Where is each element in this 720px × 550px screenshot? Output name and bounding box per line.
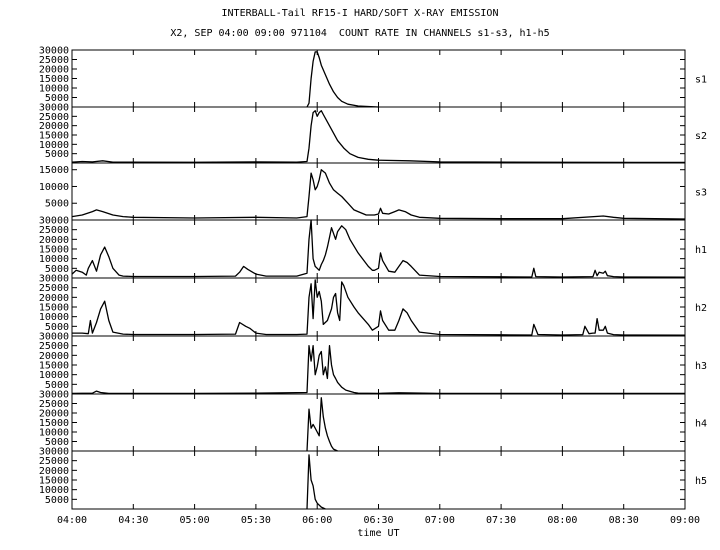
series-line-s2 (71, 110, 686, 164)
y-tick-label: 20000 (39, 235, 69, 246)
panel-frame-h4 (71, 393, 686, 452)
y-tick-label: 5000 (45, 495, 69, 506)
panel-frame-s2 (71, 106, 686, 164)
y-tick-label: 15000 (39, 361, 69, 372)
panel-frame-h5 (71, 450, 686, 510)
x-tick-label: 09:00 (670, 515, 700, 526)
x-tick-label: 05:30 (241, 515, 271, 526)
y-tick-label: 30000 (39, 216, 69, 227)
x-tick-label: 04:30 (118, 515, 148, 526)
x-tick-label: 08:00 (547, 515, 577, 526)
y-tick-label: 15000 (39, 74, 69, 85)
x-axis-label: time UT (357, 528, 399, 539)
y-tick-label: 5000 (45, 264, 69, 275)
panel-frame-s3 (71, 162, 686, 221)
y-tick-label: 20000 (39, 409, 69, 420)
series-line-s1 (306, 51, 379, 108)
series-label-h5: h5 (695, 476, 707, 487)
series-label-s3: s3 (695, 188, 707, 199)
y-tick-label: 10000 (39, 370, 69, 381)
y-tick-label: 25000 (39, 112, 69, 123)
y-tick-label: 15000 (39, 165, 69, 176)
x-tick-label: 06:30 (363, 515, 393, 526)
y-tick-label: 20000 (39, 65, 69, 76)
y-tick-label: 5000 (45, 437, 69, 448)
y-tick-label: 20000 (39, 121, 69, 132)
y-tick-label: 30000 (39, 274, 69, 285)
y-tick-label: 10000 (39, 428, 69, 439)
y-tick-label: 5000 (45, 93, 69, 104)
y-tick-label: 5000 (45, 149, 69, 160)
y-tick-label: 15000 (39, 418, 69, 429)
y-tick-label: 10000 (39, 84, 69, 95)
y-tick-label: 30000 (39, 46, 69, 57)
series-label-h4: h4 (695, 419, 707, 430)
y-tick-label: 20000 (39, 293, 69, 304)
x-tick-label: 04:00 (57, 515, 87, 526)
panel-frame-s1 (71, 49, 686, 108)
chart-title: INTERBALL-Tail RF15-I HARD/SOFT X-RAY EM… (221, 8, 499, 19)
y-tick-label: 20000 (39, 351, 69, 362)
series-label-h1: h1 (695, 245, 707, 256)
y-tick-label: 30000 (39, 103, 69, 114)
y-tick-label: 10000 (39, 312, 69, 323)
x-tick-label: 05:00 (180, 515, 210, 526)
series-label-s2: s2 (695, 131, 707, 142)
series-label-h3: h3 (695, 361, 707, 372)
y-tick-label: 10000 (39, 485, 69, 496)
y-tick-label: 25000 (39, 399, 69, 410)
series-label-h2: h2 (695, 303, 707, 314)
y-tick-label: 15000 (39, 131, 69, 142)
y-tick-label: 30000 (39, 390, 69, 401)
y-tick-label: 10000 (39, 254, 69, 265)
y-tick-label: 25000 (39, 341, 69, 352)
panel-frame-h1 (71, 219, 686, 279)
y-tick-label: 10000 (39, 140, 69, 151)
y-tick-label: 5000 (45, 199, 69, 210)
y-tick-label: 20000 (39, 466, 69, 477)
x-tick-label: 06:00 (302, 515, 332, 526)
y-tick-label: 15000 (39, 476, 69, 487)
series-line-h5 (306, 454, 326, 510)
y-tick-label: 5000 (45, 322, 69, 333)
chart-subtitle: X2, SEP 04:00 09:00 971104 COUNT RATE IN… (170, 28, 550, 39)
y-tick-label: 30000 (39, 447, 69, 458)
panel-frame-h3 (71, 335, 686, 395)
x-tick-label: 07:30 (486, 515, 516, 526)
series-line-h1 (71, 219, 686, 278)
series-line-s3 (71, 169, 686, 220)
y-tick-label: 15000 (39, 245, 69, 256)
series-line-h4 (306, 397, 338, 452)
y-tick-label: 15000 (39, 303, 69, 314)
series-label-s1: s1 (695, 75, 707, 86)
y-tick-label: 25000 (39, 283, 69, 294)
panel-frame-h2 (71, 277, 686, 337)
y-tick-label: 25000 (39, 456, 69, 467)
series-line-h2 (72, 279, 686, 336)
y-tick-label: 5000 (45, 380, 69, 391)
x-tick-label: 07:00 (425, 515, 455, 526)
y-tick-label: 25000 (39, 55, 69, 66)
y-tick-label: 25000 (39, 225, 69, 236)
y-tick-label: 10000 (39, 182, 69, 193)
x-tick-label: 08:30 (609, 515, 639, 526)
series-line-h3 (71, 345, 685, 395)
y-tick-label: 30000 (39, 332, 69, 343)
